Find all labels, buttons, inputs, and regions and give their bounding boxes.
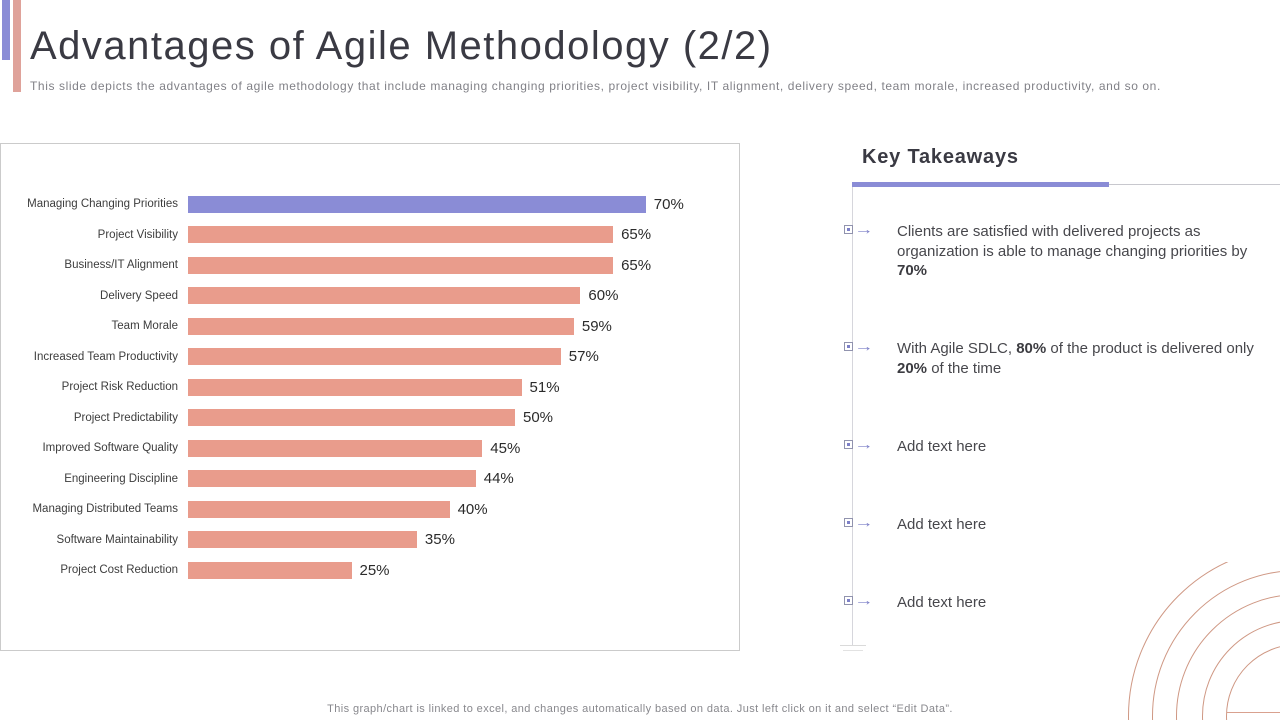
key-takeaways-heading: Key Takeaways	[862, 146, 1019, 168]
takeaway-item[interactable]: → Add text here	[844, 515, 1255, 535]
takeaways-thin-line	[1109, 184, 1280, 185]
value-label: 65%	[621, 226, 652, 244]
page-title: Advantages of Agile Methodology (2/2)	[30, 24, 773, 68]
square-arrow-icon: →	[844, 339, 874, 353]
chart-row: Project Risk Reduction 51%	[1, 372, 739, 403]
ring-decoration	[1176, 594, 1280, 720]
chart-row: Managing Changing Priorities 70%	[1, 189, 739, 220]
bar	[188, 287, 581, 305]
category-label: Improved Software Quality	[42, 442, 178, 455]
takeaways-vertical-line	[852, 187, 853, 645]
ring-decoration	[1128, 562, 1280, 720]
value-label: 50%	[523, 409, 554, 427]
bar	[188, 470, 476, 488]
square-arrow-icon: →	[844, 593, 874, 607]
takeaway-text: Clients are satisfied with delivered pro…	[897, 223, 1248, 279]
value-label: 44%	[483, 470, 514, 488]
bar	[188, 256, 614, 274]
value-label: 70%	[653, 195, 684, 213]
takeaway-item: → With Agile SDLC, 80% of the product is …	[844, 339, 1255, 378]
chart-row: Business/IT Alignment 65%	[1, 250, 739, 281]
chart-row: Delivery Speed 60%	[1, 281, 739, 312]
takeaways-accent-line	[852, 182, 1109, 187]
category-label: Project Visibility	[97, 228, 178, 241]
vertical-line-endcap	[840, 645, 866, 646]
left-accent-bar-purple	[2, 0, 10, 60]
value-label: 60%	[588, 287, 619, 305]
square-arrow-icon: →	[844, 515, 874, 529]
category-label: Software Maintainability	[56, 533, 178, 546]
value-label: 57%	[568, 348, 599, 366]
bar-chart[interactable]: Managing Changing Priorities 70% Project V…	[0, 143, 740, 651]
takeaway-item: → Clients are satisfied with delivered pr…	[844, 222, 1255, 281]
value-label: 40%	[457, 500, 488, 518]
bar	[188, 439, 483, 457]
category-label: Engineering Discipline	[64, 472, 178, 485]
chart-row: Project Cost Reduction 25%	[1, 555, 739, 586]
chart-row: Managing Distributed Teams 40%	[1, 494, 739, 525]
category-label: Team Morale	[111, 320, 178, 333]
takeaway-item[interactable]: → Add text here	[844, 593, 1255, 613]
bar	[188, 531, 417, 549]
value-label: 35%	[424, 531, 455, 549]
page-subtitle: This slide depicts the advantages of agi…	[30, 79, 1161, 93]
takeaway-item[interactable]: → Add text here	[844, 437, 1255, 457]
category-label: Delivery Speed	[100, 289, 178, 302]
bar	[188, 195, 646, 213]
takeaway-text: Add text here	[897, 516, 987, 533]
left-accent-bar-pink	[13, 0, 21, 92]
square-arrow-icon: →	[844, 222, 874, 236]
value-label: 51%	[529, 378, 560, 396]
bar	[188, 226, 614, 244]
chart-rows: Managing Changing Priorities 70% Project V…	[1, 189, 739, 586]
takeaway-text: Add text here	[897, 438, 987, 455]
value-label: 25%	[359, 561, 390, 579]
bar	[188, 348, 561, 366]
concentric-circles-decoration	[1110, 562, 1280, 720]
bar	[188, 317, 574, 335]
takeaway-text: With Agile SDLC, 80% of the product is d…	[897, 340, 1254, 377]
category-label: Project Cost Reduction	[60, 564, 178, 577]
category-label: Project Predictability	[73, 411, 178, 424]
footer-note: This graph/chart is linked to excel, and…	[327, 703, 953, 715]
value-label: 59%	[581, 317, 612, 335]
bar	[188, 409, 515, 427]
category-label: Increased Team Productivity	[33, 350, 178, 363]
category-label: Managing Changing Priorities	[27, 198, 178, 211]
takeaway-text: Add text here	[897, 594, 987, 611]
square-arrow-icon: →	[844, 437, 874, 451]
category-label: Managing Distributed Teams	[32, 503, 178, 516]
bar	[188, 378, 522, 396]
chart-row: Increased Team Productivity 57%	[1, 342, 739, 373]
chart-row: Improved Software Quality 45%	[1, 433, 739, 464]
corner-line-decoration	[1227, 712, 1280, 713]
chart-row: Project Predictability 50%	[1, 403, 739, 434]
bar	[188, 500, 450, 518]
value-label: 45%	[490, 439, 521, 457]
chart-row: Software Maintainability 35%	[1, 525, 739, 556]
bar	[188, 561, 352, 579]
category-label: Business/IT Alignment	[64, 259, 178, 272]
vertical-line-endcap	[843, 650, 863, 651]
category-label: Project Risk Reduction	[61, 381, 178, 394]
chart-row: Engineering Discipline 44%	[1, 464, 739, 495]
chart-row: Team Morale 59%	[1, 311, 739, 342]
chart-row: Project Visibility 65%	[1, 220, 739, 251]
value-label: 65%	[621, 256, 652, 274]
